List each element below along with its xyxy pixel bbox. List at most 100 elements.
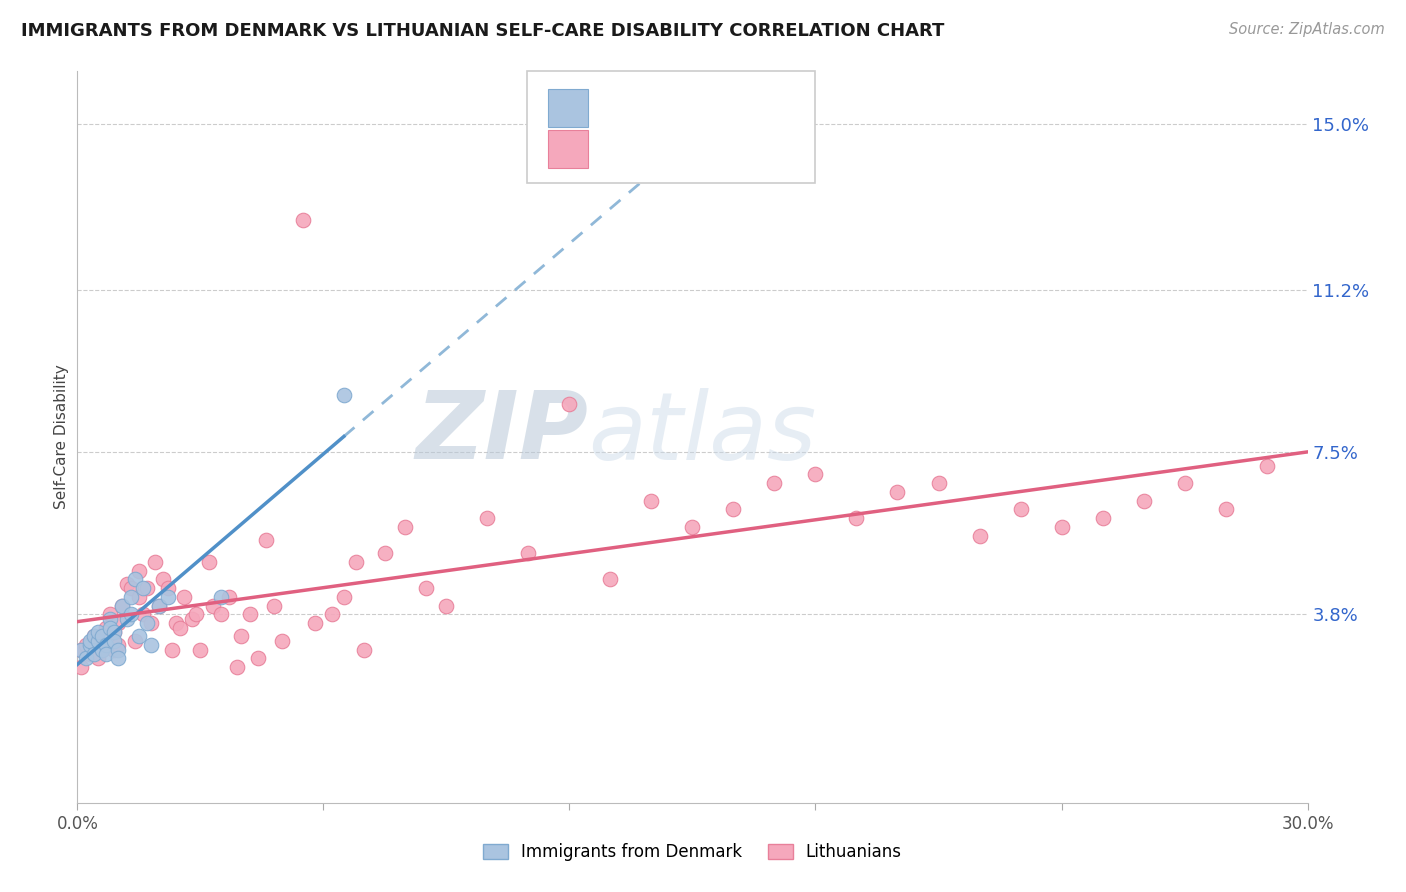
Point <box>304 616 326 631</box>
Point <box>148 599 170 613</box>
Point <box>333 590 356 604</box>
Point <box>186 607 208 622</box>
Point <box>226 660 249 674</box>
Point <box>111 599 134 613</box>
Text: R =: R = <box>599 138 637 156</box>
Point <box>136 616 159 631</box>
Point <box>79 638 101 652</box>
Point <box>120 590 142 604</box>
Legend: Immigrants from Denmark, Lithuanians: Immigrants from Denmark, Lithuanians <box>477 837 908 868</box>
Point <box>246 651 269 665</box>
Point <box>218 590 240 604</box>
Point <box>103 625 125 640</box>
Point <box>436 599 458 613</box>
Point <box>87 651 110 665</box>
Point <box>94 638 117 652</box>
Text: 31: 31 <box>721 96 744 114</box>
Point <box>124 573 146 587</box>
Point <box>188 642 212 657</box>
Point <box>640 493 662 508</box>
Point <box>599 573 621 587</box>
Point <box>231 629 253 643</box>
Text: IMMIGRANTS FROM DENMARK VS LITHUANIAN SELF-CARE DISABILITY CORRELATION CHART: IMMIGRANTS FROM DENMARK VS LITHUANIAN SE… <box>21 22 945 40</box>
Point <box>94 647 117 661</box>
Point <box>1010 502 1032 516</box>
Point <box>1256 458 1278 473</box>
Point <box>1091 511 1114 525</box>
Point <box>103 642 125 657</box>
Point <box>969 528 991 542</box>
Point <box>124 633 146 648</box>
Point <box>517 546 540 560</box>
Point <box>115 576 138 591</box>
Point <box>804 467 827 482</box>
Point <box>886 484 908 499</box>
Point <box>169 621 191 635</box>
Point <box>107 616 129 631</box>
Point <box>181 612 204 626</box>
Point <box>132 607 155 622</box>
Point <box>141 638 163 652</box>
Point <box>254 533 277 547</box>
Text: N =: N = <box>689 96 728 114</box>
Point <box>79 633 101 648</box>
Point <box>132 581 155 595</box>
Point <box>90 642 114 657</box>
Point <box>87 625 110 640</box>
Text: ZIP: ZIP <box>415 387 588 479</box>
Point <box>201 599 224 613</box>
Point <box>103 625 125 640</box>
Point <box>763 476 786 491</box>
Point <box>120 581 142 595</box>
Point <box>83 629 105 643</box>
Text: 75: 75 <box>721 138 744 156</box>
Point <box>682 520 704 534</box>
Point <box>156 590 179 604</box>
Point <box>344 555 367 569</box>
Point <box>374 546 396 560</box>
Point <box>148 599 170 613</box>
Point <box>141 616 163 631</box>
Point <box>136 581 159 595</box>
Point <box>353 642 375 657</box>
Point <box>87 633 110 648</box>
Text: Source: ZipAtlas.com: Source: ZipAtlas.com <box>1229 22 1385 37</box>
Point <box>928 476 950 491</box>
Point <box>120 607 142 622</box>
Point <box>90 629 114 643</box>
Text: N =: N = <box>689 138 728 156</box>
Point <box>98 607 121 622</box>
Point <box>143 555 166 569</box>
Point <box>87 633 110 648</box>
Point <box>1050 520 1073 534</box>
Point <box>98 621 121 635</box>
Point <box>107 638 129 652</box>
Point <box>128 564 150 578</box>
Point <box>152 573 174 587</box>
Point <box>271 633 294 648</box>
Point <box>70 642 93 657</box>
Text: 0.171: 0.171 <box>633 96 682 114</box>
Point <box>128 590 150 604</box>
Point <box>333 388 356 402</box>
Point <box>209 590 232 604</box>
Point <box>723 502 745 516</box>
Point <box>197 555 219 569</box>
Point <box>98 612 121 626</box>
Text: 0.518: 0.518 <box>633 138 682 156</box>
Point <box>103 633 125 648</box>
Point <box>75 651 97 665</box>
Point <box>107 642 129 657</box>
Point <box>83 647 105 661</box>
Point <box>111 599 134 613</box>
Point <box>263 599 285 613</box>
Point <box>75 638 97 652</box>
Point <box>160 642 183 657</box>
Point <box>79 647 101 661</box>
Point <box>115 612 138 626</box>
Point <box>291 213 314 227</box>
Point <box>209 607 232 622</box>
Point <box>1132 493 1154 508</box>
Point <box>394 520 416 534</box>
Point <box>558 397 581 411</box>
